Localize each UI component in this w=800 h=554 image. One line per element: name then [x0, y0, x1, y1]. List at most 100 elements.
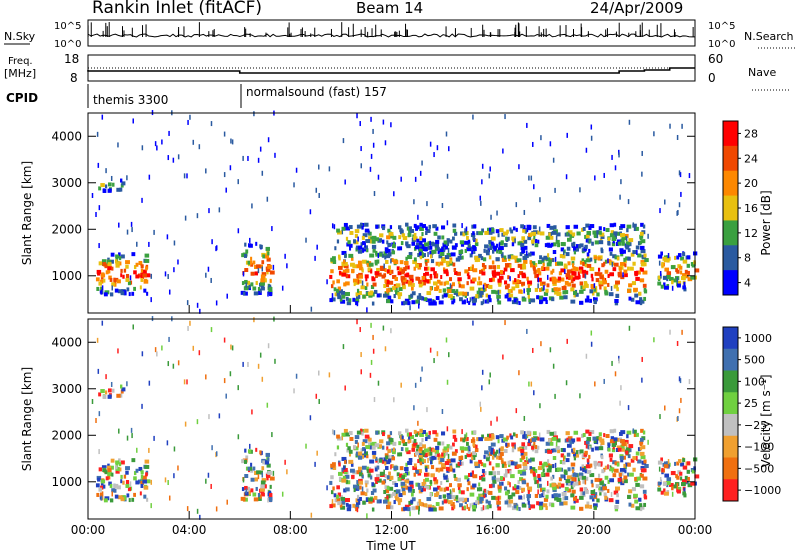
power-cell — [534, 287, 539, 292]
power-cell — [482, 257, 487, 262]
velocity-cell — [372, 348, 375, 354]
power-cell — [628, 283, 633, 288]
power-cell — [478, 276, 481, 281]
velocity-cell — [530, 469, 534, 474]
velocity-cell — [566, 338, 568, 344]
power-cell — [260, 244, 263, 249]
power-cell — [585, 223, 590, 228]
velocity-cell — [384, 346, 387, 352]
power-cell — [621, 249, 626, 254]
velocity-cell — [499, 447, 504, 452]
velocity-cell — [192, 345, 195, 351]
velocity-cell — [674, 461, 677, 466]
power-cell — [259, 244, 262, 249]
velocity-cell — [617, 477, 622, 482]
power-cell — [611, 242, 616, 247]
power-cell — [142, 273, 147, 278]
colorbar-swatch — [723, 457, 738, 480]
power-cell — [412, 260, 418, 265]
velocity-cell — [186, 506, 189, 512]
power-cell — [502, 148, 504, 154]
velocity-cell — [328, 372, 331, 378]
power-cell — [572, 241, 576, 246]
velocity-cell — [487, 500, 491, 505]
velocity-cell — [496, 449, 499, 454]
power-cell — [447, 247, 450, 253]
power-cell — [592, 230, 598, 235]
velocity-cell — [348, 431, 353, 436]
power-cell — [620, 233, 625, 238]
power-cell — [471, 299, 477, 304]
power-cell — [408, 252, 413, 257]
velocity-cell — [457, 461, 462, 466]
power-cell — [269, 270, 275, 275]
velocity-cell — [578, 472, 584, 477]
velocity-cell — [630, 503, 635, 508]
power-cell — [344, 179, 346, 185]
power-cell — [497, 233, 500, 238]
colorbar-tick-label: 24 — [744, 152, 758, 165]
power-cell — [338, 289, 343, 294]
velocity-cell — [514, 484, 517, 489]
power-cell — [631, 281, 637, 286]
power-cell — [372, 248, 376, 253]
velocity-cell — [150, 503, 152, 509]
power-cell — [247, 260, 250, 265]
power-cell — [122, 290, 127, 295]
power-cell — [539, 231, 545, 236]
velocity-cell — [441, 452, 446, 457]
power-cell — [401, 233, 406, 238]
velocity-cell — [599, 438, 605, 443]
velocity-cell — [356, 480, 360, 485]
power-cell — [260, 274, 266, 279]
velocity-cell — [589, 495, 594, 500]
velocity-cell — [647, 439, 649, 445]
power-cell — [507, 263, 512, 268]
velocity-cell — [417, 420, 419, 426]
velocity-cell — [330, 475, 334, 480]
power-cell — [590, 135, 593, 141]
power-cell — [479, 281, 483, 286]
power-cell — [344, 254, 347, 259]
power-cell — [545, 300, 548, 305]
power-cell — [419, 240, 423, 245]
velocity-cell — [403, 506, 408, 511]
velocity-cell — [140, 470, 144, 475]
velocity-cell — [526, 496, 530, 501]
power-cell — [680, 191, 682, 197]
power-cell — [223, 131, 226, 137]
power-cell — [553, 287, 558, 292]
velocity-cell — [618, 358, 620, 364]
velocity-cell — [634, 476, 637, 481]
velocity-cell — [376, 465, 380, 470]
velocity-cell — [199, 514, 201, 520]
power-cell — [683, 287, 687, 292]
velocity-cell — [504, 320, 506, 326]
power-cell — [101, 259, 107, 264]
velocity-cell — [552, 474, 555, 479]
power-cell — [504, 280, 508, 285]
velocity-cell — [613, 468, 619, 473]
power-cell — [571, 242, 575, 247]
velocity-cell — [410, 492, 414, 497]
power-cell — [578, 275, 581, 280]
velocity-cell — [451, 495, 456, 500]
velocity-cell — [120, 474, 123, 479]
velocity-cell — [668, 482, 674, 487]
velocity-cell — [107, 388, 112, 393]
power-cell — [640, 262, 645, 267]
power-cell — [583, 260, 587, 265]
velocity-cell — [98, 487, 102, 492]
velocity-cell — [639, 437, 644, 442]
power-cell — [545, 257, 551, 262]
velocity-cell — [104, 470, 108, 475]
power-cell — [454, 243, 458, 248]
power-cell — [350, 256, 354, 261]
velocity-cell — [549, 441, 554, 446]
velocity-cell — [210, 327, 213, 333]
velocity-cell — [376, 499, 380, 504]
power-cell — [466, 291, 469, 296]
power-cell — [429, 273, 433, 278]
power-cell — [367, 267, 371, 272]
